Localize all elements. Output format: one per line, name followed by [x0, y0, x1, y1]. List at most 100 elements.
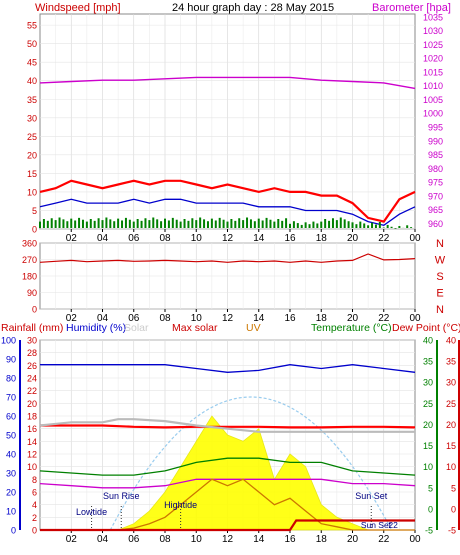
rainfall-tick-label: 30	[27, 336, 37, 346]
barometer-tick-label: 1020	[423, 54, 443, 64]
temperature-tick-label: 5	[428, 483, 433, 493]
direction-tick-label: 360	[22, 239, 37, 249]
barometer-tick-label: 970	[428, 191, 443, 201]
windspeed-tick-label: 50	[27, 39, 37, 49]
rainfall-tick-label: 6	[32, 488, 37, 498]
max-solar-ideal-line	[39, 418, 415, 433]
x-tick-label: 08	[159, 534, 171, 545]
barometer-axis-ticks: 960 965 970 975 980 985 990 995 1000 1005 1010 1015…	[423, 12, 443, 229]
barometer-tick-label: 1000	[423, 109, 443, 119]
humidity-tick-label: 40	[6, 450, 16, 460]
windspeed-tick-label: 45	[27, 58, 37, 68]
humidity-tick-label: 100	[1, 336, 16, 346]
dew-point-label: Dew Point (°C)	[392, 322, 460, 334]
direction-axis-ticks: 0 90 180 270 360	[22, 239, 37, 315]
humidity-tick-label: 70	[6, 393, 16, 403]
barometer-label: Barometer [hpa]	[372, 2, 451, 14]
windspeed-tick-label: 35	[27, 95, 37, 105]
x-tick-label: 22	[378, 534, 390, 545]
humidity-line	[40, 364, 416, 373]
direction-tick-label: 270	[22, 255, 37, 265]
humidity-tick-label: 80	[6, 374, 16, 384]
x-tick-label: 20	[347, 313, 359, 324]
rainfall-tick-label: 8	[32, 475, 37, 485]
rainfall-label: Rainfall (mm)	[1, 322, 63, 334]
dew-point-tick-label: 40	[446, 336, 456, 346]
x-tick-label: 12	[222, 534, 234, 545]
rainfall-tick-label: 14	[27, 437, 37, 447]
compass-letter: S	[436, 271, 443, 283]
temperature-tick-label: 40	[423, 336, 433, 346]
barometer-tick-label: 995	[428, 123, 443, 133]
x-tick-label: 00	[409, 313, 421, 324]
dew-point-tick-label: 0	[451, 504, 456, 514]
x-tick-label: 04	[97, 313, 109, 324]
rainfall-tick-label: 12	[27, 450, 37, 460]
barometer-line	[39, 76, 416, 90]
x-tick-label: 12	[222, 233, 234, 244]
x-tick-label: 22	[378, 313, 390, 324]
x-tick-label: 22	[378, 233, 390, 244]
rainfall-tick-label: 4	[32, 500, 37, 510]
solar-label: Solar	[124, 322, 149, 334]
barometer-tick-label: 1030	[423, 26, 443, 36]
barometer-tick-label: 1015	[423, 67, 443, 77]
compass-letter: E	[436, 288, 443, 300]
dew-point-tick-label: 5	[451, 483, 456, 493]
temperature-tick-label: 25	[423, 399, 433, 409]
windspeed-tick-label: 20	[27, 150, 37, 160]
x-tick-label: 10	[191, 534, 203, 545]
annotation-label: 22	[388, 520, 398, 530]
annotation-label: Hightide	[164, 500, 197, 510]
rainfall-tick-label: 0	[32, 526, 37, 536]
dew-point-tick-label: 25	[446, 399, 456, 409]
uv-line	[40, 478, 415, 531]
dew-point-tick-label: 30	[446, 378, 456, 388]
x-tick-label: 02	[66, 313, 78, 324]
uv-label: UV	[246, 322, 261, 334]
rainfall-line	[40, 519, 415, 532]
dew-point-line	[39, 478, 416, 489]
climate-plot-series	[39, 364, 416, 532]
wind-x-axis-ticks: 02 04 06 08 10 12 14 16 18 20 22 00	[66, 229, 421, 244]
rainfall-tick-label: 2	[32, 513, 37, 523]
x-tick-label: 12	[222, 313, 234, 324]
x-tick-label: 00	[409, 233, 421, 244]
graph-title: 24 hour graph day : 28 May 2015	[172, 2, 334, 14]
humidity-tick-label: 10	[6, 507, 16, 517]
direction-tick-label: 90	[27, 288, 37, 298]
windspeed-tick-label: 40	[27, 76, 37, 86]
temperature-tick-label: 30	[423, 378, 433, 388]
temperature-tick-label: -5	[425, 526, 433, 536]
x-tick-label: 18	[316, 233, 328, 244]
x-tick-label: 16	[284, 233, 296, 244]
x-tick-label: 16	[284, 313, 296, 324]
temperature-tick-label: 20	[423, 420, 433, 430]
barometer-tick-label: 1010	[423, 81, 443, 91]
x-tick-label: 18	[316, 313, 328, 324]
windspeed-axis-ticks: 0 5 10 15 20 25 30 35 40 45 50 55	[27, 21, 37, 235]
humidity-tick-label: 90	[6, 355, 16, 365]
wind-direction-line	[39, 253, 416, 263]
dew-point-tick-label: 35	[446, 357, 456, 367]
direction-plot-series	[39, 253, 416, 263]
x-tick-label: 20	[347, 233, 359, 244]
x-tick-label: 14	[253, 534, 265, 545]
theoretical-solar-curve	[109, 396, 393, 531]
annotation-label: Sun Rise	[103, 491, 140, 501]
max-solar-line	[40, 424, 416, 429]
direction-x-axis-ticks: 02 04 06 08 10 12 14 16 18 20 22 00	[66, 309, 421, 324]
humidity-tick-label: 60	[6, 412, 16, 422]
climate-x-axis-ticks: 02 04 06 08 10 12 14 16 18 20 22 00	[66, 530, 421, 545]
windspeed-tick-label: 55	[27, 21, 37, 31]
barometer-tick-label: 985	[428, 150, 443, 160]
temperature-line	[39, 457, 416, 476]
humidity-tick-label: 30	[6, 469, 16, 479]
barometer-tick-label: 1025	[423, 40, 443, 50]
compass-letter: N	[436, 238, 444, 250]
x-tick-label: 18	[316, 534, 328, 545]
average-wind-line	[39, 198, 416, 227]
windspeed-line	[39, 179, 416, 223]
